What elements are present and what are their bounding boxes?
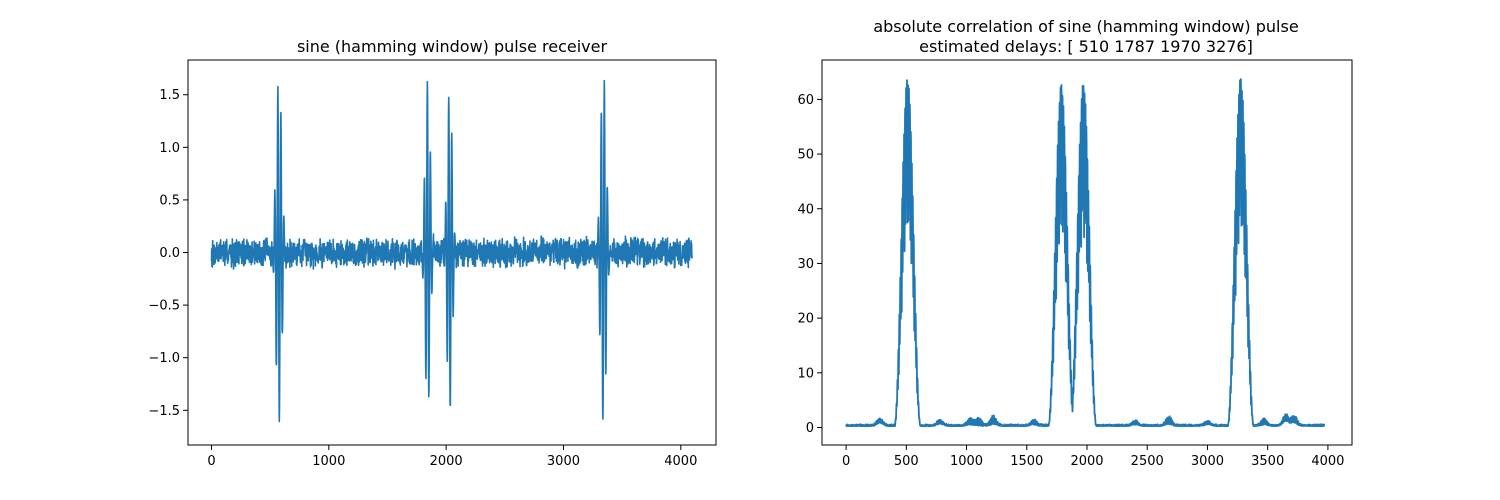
chart-right-x-axis: 0 500 1000 1500 2000 2500 3000 3500 4000 [842,445,1344,469]
series-line [845,78,1326,428]
chart-right-subtitle: estimated delays: [ 510 1787 1970 3276] [919,37,1253,56]
y-tick-label: 30 [797,257,814,272]
y-tick-label: −0.5 [148,299,180,314]
y-tick-label: 1.5 [159,88,180,103]
x-tick-label: 500 [894,454,919,469]
x-tick-label: 3000 [1191,454,1224,469]
chart-left-y-axis: −1.5 −1.0 −0.5 0.0 0.5 1.0 1.5 [148,88,188,419]
y-tick-label: 50 [797,148,814,163]
y-tick-label: 0.5 [159,193,180,208]
chart-left: sine (hamming window) pulse receiver 0 10… [148,37,717,469]
series-line [210,79,693,423]
x-tick-label: 2500 [1131,454,1164,469]
y-tick-label: 60 [797,93,814,108]
chart-right-plot [845,78,1326,428]
chart-left-x-axis: 0 1000 2000 3000 4000 [207,445,697,469]
y-tick-label: 10 [797,366,814,381]
y-tick-label: 20 [797,312,814,327]
x-tick-label: 2000 [1070,454,1103,469]
x-tick-label: 0 [207,454,215,469]
x-tick-label: 3000 [547,454,580,469]
y-tick-label: 1.0 [159,141,180,156]
chart-right-title: absolute correlation of sine (hamming wi… [873,17,1298,36]
y-tick-label: 40 [797,202,814,217]
x-tick-label: 4000 [664,454,697,469]
chart-right: absolute correlation of sine (hamming wi… [797,17,1353,469]
x-tick-label: 2000 [430,454,463,469]
y-tick-label: −1.0 [148,351,180,366]
x-tick-label: 3500 [1251,454,1284,469]
x-tick-label: 0 [842,454,850,469]
y-tick-label: 0.0 [159,246,180,261]
y-tick-label: 0 [806,421,814,436]
chart-right-y-axis: 0 10 20 30 40 50 60 [797,93,822,436]
x-tick-label: 1000 [312,454,345,469]
x-tick-label: 1500 [1010,454,1043,469]
y-tick-label: −1.5 [148,404,180,419]
x-tick-label: 1000 [950,454,983,469]
chart-left-plot [210,79,693,423]
chart-left-title: sine (hamming window) pulse receiver [297,37,608,56]
x-tick-label: 4000 [1311,454,1344,469]
